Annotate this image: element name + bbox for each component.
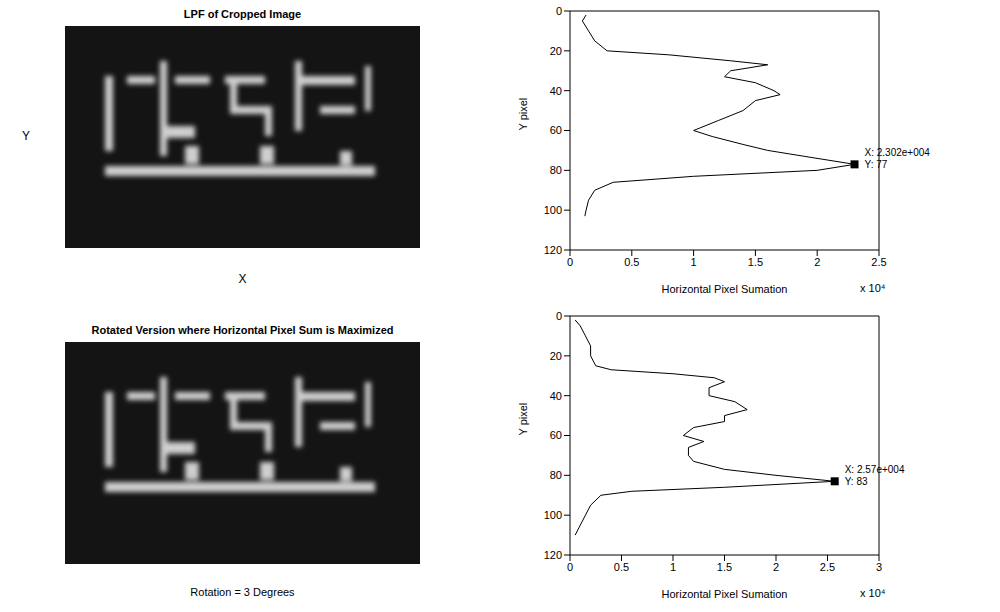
html-text:x 10⁴: x 10⁴ [860,282,886,294]
svg-text:0.5: 0.5 [624,256,639,268]
svg-text:Horizontal Pixel Sumation: Horizontal Pixel Sumation [662,588,788,600]
svg-text:20: 20 [550,45,562,57]
svg-text:80: 80 [550,469,562,481]
html-text:Rotated Version where Horizont: Rotated Version where Horizontal Pixel S… [91,324,394,336]
html-text:X: X [238,272,247,286]
svg-text:Y pixel: Y pixel [517,98,529,131]
svg-text:1: 1 [670,561,676,573]
svg-text:40: 40 [550,85,562,97]
svg-text:Horizontal Pixel Sumation: Horizontal Pixel Sumation [662,283,788,295]
svg-text:X: 2.57e+004: X: 2.57e+004 [845,464,905,475]
html-text:Y: Y [22,129,30,143]
svg-text:40: 40 [550,390,562,402]
html-text:x 10⁴: x 10⁴ [860,587,886,599]
svg-text:1.5: 1.5 [748,256,763,268]
svg-text:100: 100 [544,204,562,216]
svg-text:0: 0 [556,310,562,322]
svg-text:60: 60 [550,124,562,136]
svg-text:0: 0 [567,256,573,268]
svg-text:3: 3 [876,561,882,573]
svg-text:120: 120 [544,549,562,561]
svg-text:2.5: 2.5 [871,256,886,268]
svg-text:2: 2 [773,561,779,573]
svg-text:2.5: 2.5 [820,561,835,573]
svg-text:Y: 77: Y: 77 [865,159,888,170]
svg-text:60: 60 [550,429,562,441]
svg-text:80: 80 [550,164,562,176]
html-text:Rotation = 3 Degrees: Rotation = 3 Degrees [190,586,295,598]
svg-text:0.5: 0.5 [614,561,629,573]
html-text:LPF of Cropped Image: LPF of Cropped Image [183,8,302,20]
svg-text:2: 2 [814,256,820,268]
svg-text:0: 0 [556,5,562,17]
svg-text:X: 2.302e+004: X: 2.302e+004 [865,147,931,158]
svg-text:100: 100 [544,509,562,521]
svg-text:1: 1 [691,256,697,268]
svg-text:120: 120 [544,244,562,256]
svg-text:Y: 83: Y: 83 [845,476,868,487]
svg-text:20: 20 [550,350,562,362]
svg-text:0: 0 [567,561,573,573]
svg-text:1.5: 1.5 [717,561,732,573]
svg-text:Y pixel: Y pixel [517,403,529,436]
